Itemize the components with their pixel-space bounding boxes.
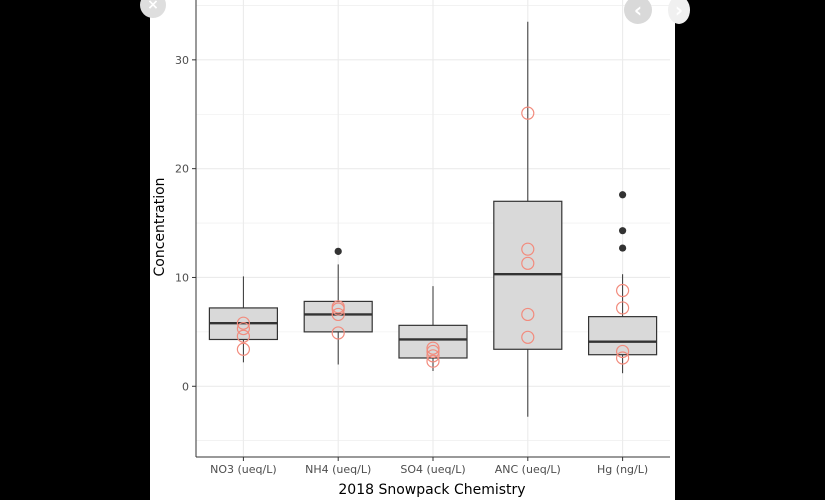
sample-point (521, 256, 535, 270)
x-tick-label: NH4 (ueq/L) (305, 463, 371, 476)
sample-point (616, 301, 630, 315)
outlier-point (334, 247, 342, 255)
outlier-point (619, 191, 627, 199)
y-tick-label: 0 (182, 380, 189, 393)
y-tick-label: 20 (175, 163, 189, 176)
box-group (588, 191, 658, 374)
box-group (398, 286, 468, 372)
y-tick-label: 30 (175, 54, 189, 67)
sample-point (616, 351, 630, 365)
sample-point (331, 300, 345, 314)
box-group (493, 21, 563, 417)
chart-panel: 0 10 20 30 NO3 (ueq/L) NH4 (ueq/L) SO4 (ueq/L)… (150, 0, 675, 500)
x-tick-label: Hg (ng/L) (597, 463, 648, 476)
sample-point (426, 341, 440, 355)
sample-point (236, 329, 251, 343)
y-tick-label: 10 (175, 271, 189, 284)
previous-image-button[interactable]: ‹ (624, 0, 652, 24)
sample-point (521, 242, 535, 256)
sample-point (331, 307, 345, 322)
sample-point (236, 316, 251, 330)
sample-point (331, 326, 345, 340)
outlier-point (619, 244, 627, 252)
box-layer (208, 21, 658, 417)
x-tick-label: SO4 (ueq/L) (400, 463, 465, 476)
grid-layer (196, 0, 670, 457)
sample-point (426, 354, 440, 368)
outlier-point (619, 227, 627, 235)
box-group (208, 276, 279, 363)
box-group (303, 247, 373, 365)
close-icon[interactable]: × (140, 0, 166, 18)
box-iqr (588, 316, 658, 356)
sample-point (426, 349, 440, 363)
sample-point (236, 342, 251, 356)
x-axis-title: 2018 Snowpack Chemistry (338, 482, 525, 498)
sample-point (521, 330, 535, 344)
x-tick-label: NO3 (ueq/L) (210, 463, 277, 476)
sample-point (236, 322, 251, 336)
sample-point (521, 307, 535, 322)
next-image-button[interactable]: › (668, 0, 690, 24)
axis-layer: 0 10 20 30 NO3 (ueq/L) NH4 (ueq/L) SO4 (ueq/L)… (175, 0, 670, 476)
x-tick-label: ANC (ueq/L) (495, 463, 561, 476)
sample-point (616, 344, 630, 359)
sample-point (426, 344, 440, 359)
sample-point (616, 283, 630, 298)
y-axis-title: Concentration (152, 177, 168, 276)
boxplot-chart: 0 10 20 30 NO3 (ueq/L) NH4 (ueq/L) SO4 (ueq/L)… (152, 0, 670, 498)
sample-point (521, 106, 535, 120)
